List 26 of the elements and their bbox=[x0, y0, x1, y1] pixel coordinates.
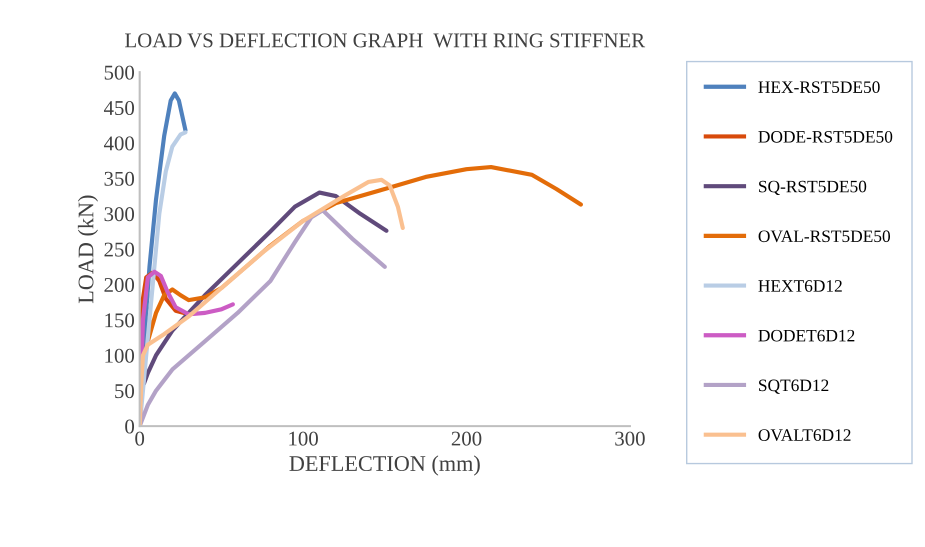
chart-title: LOAD VS DEFLECTION GRAPH WITH RING STIFFNER bbox=[125, 33, 646, 48]
y-axis-title: LOAD (kN) bbox=[78, 196, 98, 304]
legend-label: OVAL-RST5DE50 bbox=[758, 230, 890, 242]
y-tick-label: 300 bbox=[104, 207, 134, 222]
legend-label: SQT6D12 bbox=[759, 380, 828, 394]
y-tick-label: 450 bbox=[104, 100, 134, 116]
legend-label: SQ-RST5DE50 bbox=[759, 180, 866, 196]
y-tick-label: 0 bbox=[125, 419, 134, 434]
legend-label: HEX-RST5DE50 bbox=[758, 81, 880, 93]
y-tick-label: 400 bbox=[104, 136, 134, 150]
y-tick-label: 150 bbox=[105, 313, 134, 328]
legend-label: DODE-RST5DE50 bbox=[758, 130, 892, 143]
x-axis-title: DEFLECTION (mm) bbox=[289, 455, 480, 476]
legend-label: OVALT6D12 bbox=[758, 429, 851, 442]
y-tick-label: 350 bbox=[104, 172, 134, 186]
y-tick-label: 100 bbox=[105, 348, 134, 363]
legend-label: DODET6D12 bbox=[758, 330, 854, 342]
legend-label: HEXT6D12 bbox=[758, 280, 842, 292]
y-tick-label: 50 bbox=[115, 384, 134, 398]
x-tick-label: 300 bbox=[615, 432, 645, 446]
x-tick-label: 0 bbox=[135, 432, 144, 446]
x-tick-label: 100 bbox=[289, 432, 318, 446]
y-tick-label: 500 bbox=[104, 66, 134, 80]
y-tick-label: 200 bbox=[104, 278, 134, 292]
y-tick-label: 250 bbox=[104, 242, 134, 257]
x-tick-label: 200 bbox=[452, 432, 482, 446]
